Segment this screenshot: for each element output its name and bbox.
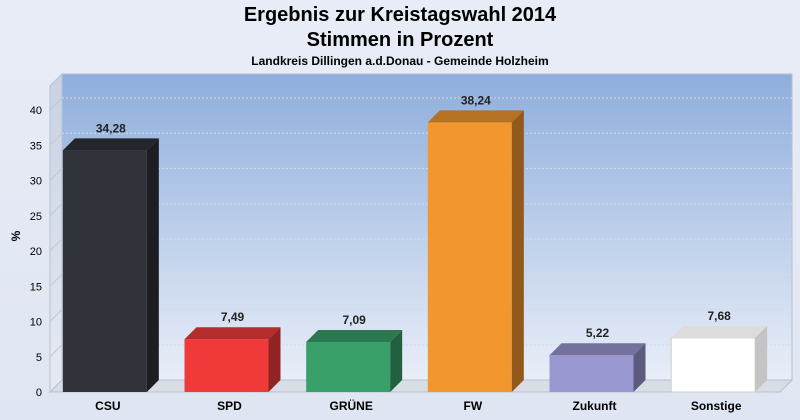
- y-tick-label: 25: [30, 211, 42, 223]
- data-label: 38,24: [461, 93, 491, 107]
- y-tick-label: 20: [30, 246, 42, 258]
- y-tick-label: 15: [30, 281, 42, 293]
- x-tick-label: Sonstige: [691, 399, 742, 413]
- chart-caption: Landkreis Dillingen a.d.Donau - Gemeinde…: [251, 54, 549, 68]
- x-tick-label: CSU: [95, 399, 120, 413]
- data-label: 5,22: [586, 326, 610, 340]
- data-label: 7,09: [342, 313, 366, 327]
- y-tick-label: 30: [30, 176, 42, 188]
- bar-top-face: [184, 327, 281, 340]
- y-tick-label: 10: [30, 317, 42, 329]
- x-tick-label: FW: [464, 399, 483, 413]
- data-label: 7,49: [221, 310, 245, 324]
- bar-top-face: [549, 343, 646, 356]
- bar-top-face: [671, 325, 768, 338]
- gridline-side: [49, 309, 63, 322]
- gridline-side: [49, 168, 63, 181]
- y-tick-label: 0: [36, 387, 42, 399]
- gridline-side: [49, 273, 63, 287]
- bar-side-face: [633, 343, 646, 392]
- gridline-side: [49, 238, 63, 252]
- bar-side-face: [755, 325, 768, 392]
- bar-side-face: [268, 327, 281, 392]
- y-tick-label: 35: [30, 140, 42, 152]
- y-tick-label: 5: [36, 352, 42, 364]
- gridline-side: [49, 344, 63, 358]
- x-tick-label: Zukunft: [573, 399, 617, 413]
- gridline-side: [49, 132, 63, 146]
- chart-title: Ergebnis zur Kreistagswahl 2014: [243, 4, 557, 26]
- x-tick-label: SPD: [217, 399, 242, 413]
- bar-grüne[interactable]: [306, 342, 391, 392]
- y-tick-label: 40: [30, 105, 42, 117]
- gridline-side: [49, 97, 63, 111]
- plot-area-back: [61, 73, 793, 381]
- bar-csu[interactable]: [62, 150, 147, 392]
- y-axis-label: %: [9, 230, 23, 241]
- bar-side-face: [390, 330, 403, 392]
- bar-fw[interactable]: [427, 122, 512, 393]
- data-label: 34,28: [96, 121, 126, 135]
- bar-sonstige[interactable]: [670, 337, 756, 393]
- plot-side-wall: [49, 72, 63, 394]
- bar-top-face: [306, 330, 403, 343]
- bar-top-face: [62, 138, 159, 151]
- bar-side-face: [146, 138, 159, 392]
- bar-zukunft[interactable]: [549, 355, 634, 392]
- bar-top-face: [427, 110, 524, 123]
- bar-side-face: [511, 110, 524, 393]
- data-label: 7,68: [707, 309, 731, 323]
- bar-spd[interactable]: [184, 339, 269, 392]
- gridline-side: [49, 203, 63, 217]
- chart-subtitle: Stimmen in Prozent: [306, 29, 494, 51]
- x-tick-label: GRÜNE: [329, 398, 372, 413]
